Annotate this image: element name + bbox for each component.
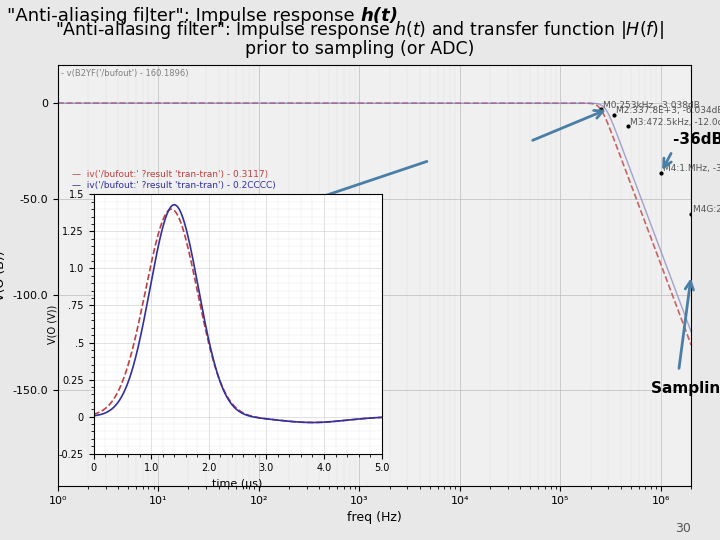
- Text: h(t): h(t): [360, 7, 398, 25]
- iv('/bufout:' ?result 'tran-tran') - 0.2CCCC): [230, 403, 238, 410]
- Y-axis label: V(O (V)): V(O (V)): [48, 305, 58, 343]
- iv('/bufout:' ?result 'tran-tran') - 0.3117): [230, 402, 238, 409]
- Text: M4G:2.001MHz, -57.68dB: M4G:2.001MHz, -57.68dB: [693, 205, 720, 214]
- iv('/bufout:' ?result 'tran-tran') - 0.3117): [369, 415, 378, 421]
- X-axis label: freq (Hz): freq (Hz): [347, 511, 402, 524]
- Text: —  iv('/bufout:' ?result 'tran-tran') - 0.2CCCC): — iv('/bufout:' ?result 'tran-tran') - 0…: [72, 181, 276, 190]
- iv('/bufout:' ?result 'tran-tran') - 0.2CCCC): [316, 419, 325, 426]
- Text: "Anti-aliasing filter": Impulse response $\mathbf{\mathit{h}}$$\mathbf{\mathit{(: "Anti-aliasing filter": Impulse response…: [55, 19, 665, 41]
- Text: 30: 30: [675, 522, 691, 535]
- Text: - v(B2YF('/bufout') - 160.1896): - v(B2YF('/bufout') - 160.1896): [60, 69, 188, 78]
- Legend: iv('/bufout:' ?result 'tran-tran') - 0.3117), iv('/bufout:' ?result 'tran-tran'): iv('/bufout:' ?result 'tran-tran') - 0.3…: [92, 100, 293, 127]
- iv('/bufout:' ?result 'tran-tran') - 0.2CCCC): [369, 415, 378, 421]
- Text: M3:472.5kHz, -12.0dB: M3:472.5kHz, -12.0dB: [630, 118, 720, 127]
- iv('/bufout:' ?result 'tran-tran') - 0.2CCCC): [104, 408, 112, 415]
- Text: Sampling  2 MS/s: Sampling 2 MS/s: [651, 381, 720, 396]
- iv('/bufout:' ?result 'tran-tran') - 0.2CCCC): [222, 393, 230, 399]
- iv('/bufout:' ?result 'tran-tran') - 0.2CCCC): [369, 415, 378, 421]
- iv('/bufout:' ?result 'tran-tran') - 0.3117): [104, 403, 112, 409]
- iv('/bufout:' ?result 'tran-tran') - 0.3117): [222, 392, 230, 398]
- Y-axis label: V(O (B)): V(O (B)): [0, 250, 6, 301]
- iv('/bufout:' ?result 'tran-tran') - 0.3117): [89, 411, 98, 417]
- iv('/bufout:' ?result 'tran-tran') - 0.3117): [316, 419, 325, 426]
- Text: prior to sampling (or ADC): prior to sampling (or ADC): [246, 40, 474, 58]
- Line: iv('/bufout:' ?result 'tran-tran') - 0.2CCCC): iv('/bufout:' ?result 'tran-tran') - 0.2…: [94, 205, 382, 422]
- iv('/bufout:' ?result 'tran-tran') - 0.3117): [167, 206, 176, 212]
- iv('/bufout:' ?result 'tran-tran') - 0.2CCCC): [377, 414, 386, 421]
- Text: M4:1.MHz, -36.323dB: M4:1.MHz, -36.323dB: [663, 164, 720, 173]
- X-axis label: time (μs): time (μs): [212, 479, 263, 489]
- iv('/bufout:' ?result 'tran-tran') - 0.3117): [369, 415, 378, 421]
- iv('/bufout:' ?result 'tran-tran') - 0.2CCCC): [170, 201, 179, 208]
- iv('/bufout:' ?result 'tran-tran') - 0.2CCCC): [308, 419, 317, 426]
- Text: —  iv('/bufout:' ?result 'tran-tran') - 0.3117): — iv('/bufout:' ?result 'tran-tran') - 0…: [72, 170, 268, 179]
- Line: iv('/bufout:' ?result 'tran-tran') - 0.3117): iv('/bufout:' ?result 'tran-tran') - 0.3…: [94, 209, 382, 422]
- Text: M0:253kHz, -3.038dB: M0:253kHz, -3.038dB: [603, 100, 700, 110]
- iv('/bufout:' ?result 'tran-tran') - 0.3117): [308, 419, 317, 426]
- Text: "Anti-aliasing filter": Impulse response: "Anti-aliasing filter": Impulse response: [6, 7, 360, 25]
- iv('/bufout:' ?result 'tran-tran') - 0.3117): [377, 414, 386, 421]
- Text: -36dB at 1MHz: -36dB at 1MHz: [673, 132, 720, 147]
- iv('/bufout:' ?result 'tran-tran') - 0.2CCCC): [89, 413, 98, 419]
- Text: M2:337.8E+3, -6.034dB: M2:337.8E+3, -6.034dB: [616, 106, 720, 116]
